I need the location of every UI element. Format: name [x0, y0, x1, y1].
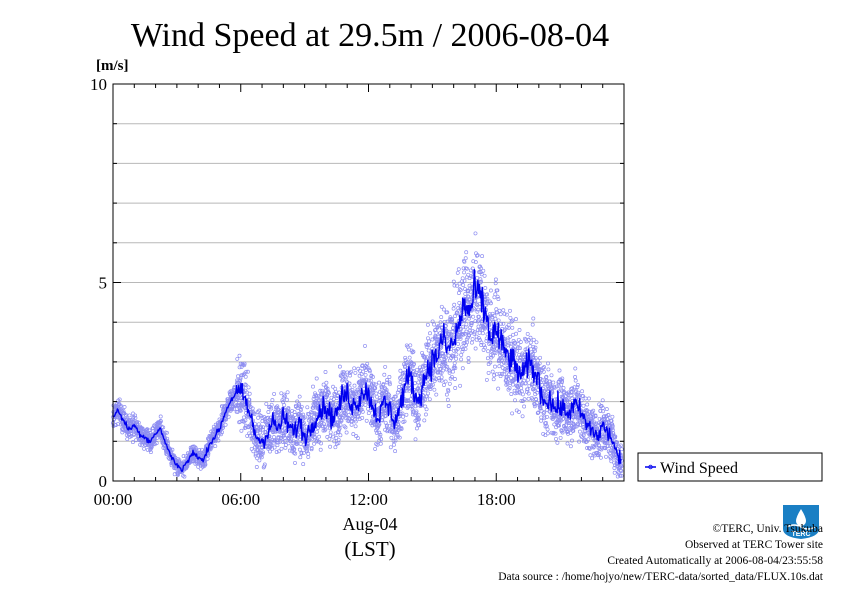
legend-marker-swatch: [648, 464, 653, 470]
y-axis-label: [m/s]: [96, 58, 129, 74]
y-tick-label-1: 5: [99, 274, 108, 293]
credit-copyright: ©TERC, Univ. Tsukuba: [712, 523, 823, 535]
credit-site: Observed at TERC Tower site: [684, 539, 823, 551]
terc-logo: TERC: [781, 503, 821, 541]
series-line-wind-speed: [112, 269, 622, 473]
credits-block: ©TERC, Univ. Tsukuba Observed at TERC To…: [498, 521, 823, 585]
axis-ticks: 00:00 06:00 12:00 18:00 0 5 10: [90, 75, 625, 509]
legend: Wind Speed: [637, 452, 823, 482]
credit-source: Data source : /home/hojyo/new/TERC-data/…: [498, 571, 823, 583]
y-tick-label-2: 10: [90, 75, 107, 94]
x-tick-label-2: 12:00: [349, 490, 388, 509]
chart-title: Wind Speed at 29.5m / 2006-08-04: [131, 17, 609, 54]
x-tick-label-3: 18:00: [477, 490, 516, 509]
credit-created: Created Automatically at 2006-08-04/23:5…: [607, 555, 823, 567]
series-lines: [112, 269, 622, 473]
legend-box: [637, 452, 823, 482]
logo-text: TERC: [791, 531, 810, 538]
y-tick-label-0: 0: [99, 472, 108, 491]
x-tick-label-1: 06:00: [221, 490, 260, 509]
x-axis-date-label: Aug-04: [343, 514, 398, 534]
x-axis-timezone-label: (LST): [344, 537, 395, 561]
x-tick-label-0: 00:00: [94, 490, 133, 509]
legend-label: Wind Speed: [660, 460, 738, 477]
